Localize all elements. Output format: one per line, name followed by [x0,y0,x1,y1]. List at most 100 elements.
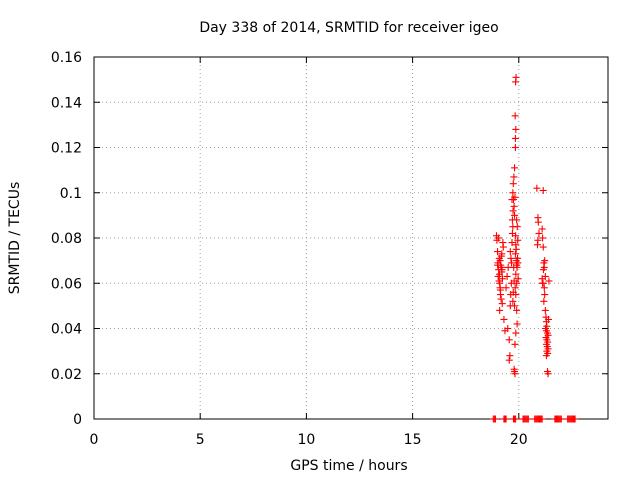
y-tick-label: 0.16 [51,50,82,66]
data-point [509,180,517,188]
y-tick-label: 0 [73,412,82,428]
data-point [509,189,517,197]
data-point [541,272,549,280]
data-point [508,259,516,267]
data-point [497,252,505,260]
zero-point [512,415,520,423]
data-point [512,329,520,337]
y-tick-label: 0.02 [51,367,82,383]
zero-point [557,415,565,423]
data-point [545,315,553,323]
data-point [510,173,518,181]
data-point [512,232,520,240]
data-point [514,236,522,244]
data-point [540,284,548,292]
y-tick-label: 0.12 [51,141,82,157]
zero-point [571,415,579,423]
y-tick-label: 0.06 [51,276,82,292]
zero-point [502,415,510,423]
data-point [497,295,505,303]
data-point [512,125,520,133]
data-point [535,229,543,237]
data-point [511,250,519,258]
data-point [511,164,519,172]
data-point [541,257,549,265]
data-point [539,243,547,251]
chart-title: Day 338 of 2014, SRMTID for receiver ige… [199,20,498,36]
data-point [509,297,517,305]
data-point [496,286,504,294]
data-point [507,254,515,262]
zero-point [524,415,532,423]
x-tick-label: 15 [404,432,422,448]
data-point [534,218,542,226]
data-point [499,243,507,251]
data-point [510,202,518,210]
data-point [512,270,520,278]
data-point [494,248,502,256]
y-axis-label: SRMTID / TECUs [7,182,23,295]
data-point [504,325,512,332]
data-point [506,248,514,256]
data-point [511,193,519,201]
y-tick-label: 0.04 [51,322,82,338]
data-point [502,284,510,292]
data-point [498,275,506,283]
data-point [509,207,517,215]
x-tick-label: 0 [90,432,99,448]
data-point [533,241,541,249]
data-point [498,266,506,274]
data-point [513,320,521,328]
data-point [505,356,513,364]
data-point [513,306,521,314]
data-point [495,234,503,242]
data-point [496,257,504,265]
data-point [512,245,520,253]
data-point [539,279,547,287]
data-point [503,272,511,280]
data-point [541,291,549,299]
data-point [498,300,506,308]
y-tick-label: 0.1 [60,186,82,202]
data-point [541,306,549,314]
y-tick-label: 0.14 [51,95,82,111]
data-point [511,284,519,292]
x-axis-label: GPS time / hours [290,458,407,474]
data-point [542,352,550,360]
data-point [513,223,521,231]
zero-point [491,415,499,423]
data-point [505,336,513,344]
data-point [506,352,514,360]
data-point [510,277,518,285]
data-point [545,277,553,285]
data-point [539,186,547,194]
data-point [540,297,548,305]
point-layer [489,73,579,423]
zero-point [538,415,546,423]
data-point [533,184,541,192]
data-point [514,259,522,267]
data-point [511,144,519,151]
data-point [494,261,502,269]
data-point [513,216,521,224]
data-point [539,266,547,274]
data-point [510,263,518,271]
data-point [514,275,522,283]
data-point [508,239,516,247]
data-point [538,225,546,233]
x-tick-label: 20 [510,432,528,448]
x-tick-label: 5 [196,432,205,448]
axis-layer: 0 5 10 15 20 0 0.02 0.04 0.06 0.08 0.1 0.12 0.14 0.16 [51,50,609,448]
data-point [511,211,519,219]
data-point [500,315,508,323]
data-point [511,112,519,120]
data-point [512,73,520,81]
grid-layer [94,57,608,419]
data-point [496,306,504,314]
data-point [511,302,519,310]
data-point [511,340,519,348]
y-tick-label: 0.08 [51,231,82,247]
data-point [495,270,503,278]
